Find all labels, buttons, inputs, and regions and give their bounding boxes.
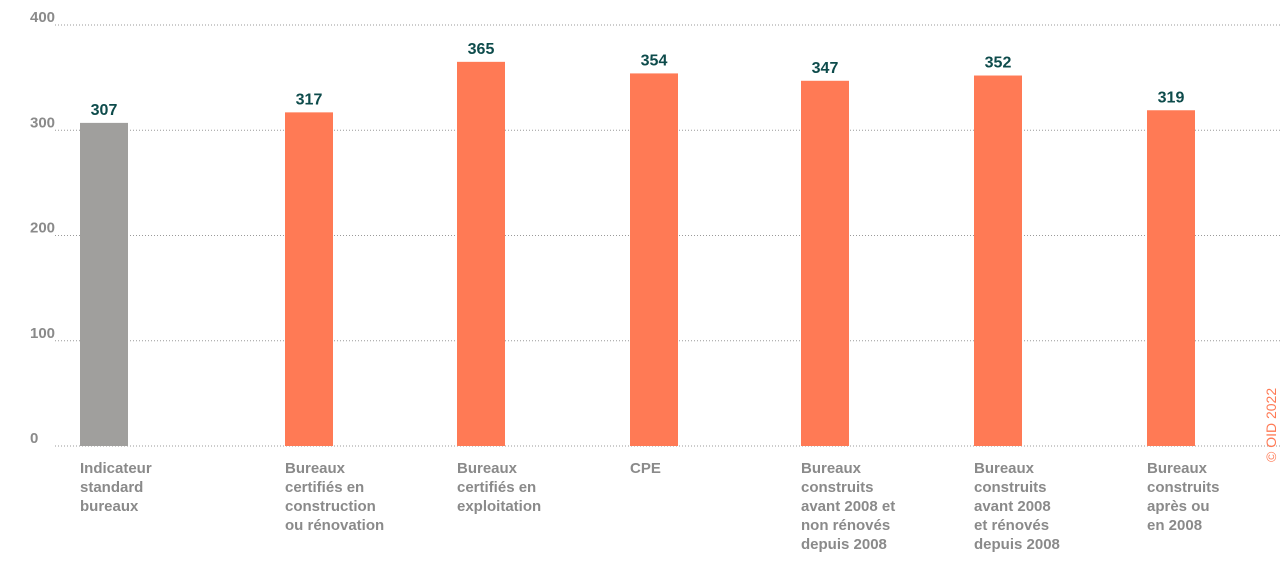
value-label: 347 (812, 60, 839, 77)
value-label: 307 (91, 102, 118, 119)
y-tick-label: 200 (30, 220, 55, 237)
x-tick-label: Bureaux construits avant 2008 et non rén… (801, 460, 896, 553)
x-tick-label: Bureaux certifiés en exploitation (457, 460, 542, 515)
bar (1147, 110, 1195, 446)
value-label: 354 (641, 52, 668, 69)
bar (630, 73, 678, 446)
x-tick-label: Indicateur standard bureaux (80, 460, 152, 515)
x-tick-label: CPE (630, 460, 661, 477)
value-label: 352 (985, 55, 1012, 72)
x-tick-label: Bureaux construits après ou en 2008 (1147, 460, 1220, 534)
value-label: 365 (468, 41, 495, 58)
x-tick-label: Bureaux certifiés en construction ou rén… (285, 460, 385, 534)
y-tick-label: 300 (30, 114, 55, 131)
y-tick-label: 0 (30, 430, 38, 447)
value-label: 317 (296, 91, 323, 108)
bar (457, 61, 505, 447)
y-tick-label: 400 (30, 9, 55, 26)
copyright: © OID 2022 (1263, 388, 1279, 462)
bar (285, 112, 333, 447)
value-label: 319 (1158, 89, 1185, 106)
bar (80, 122, 128, 446)
bar (974, 75, 1022, 447)
x-tick-label: Bureaux construits avant 2008 et rénovés… (974, 460, 1060, 553)
bar (801, 80, 849, 446)
y-tick-label: 100 (30, 325, 55, 342)
